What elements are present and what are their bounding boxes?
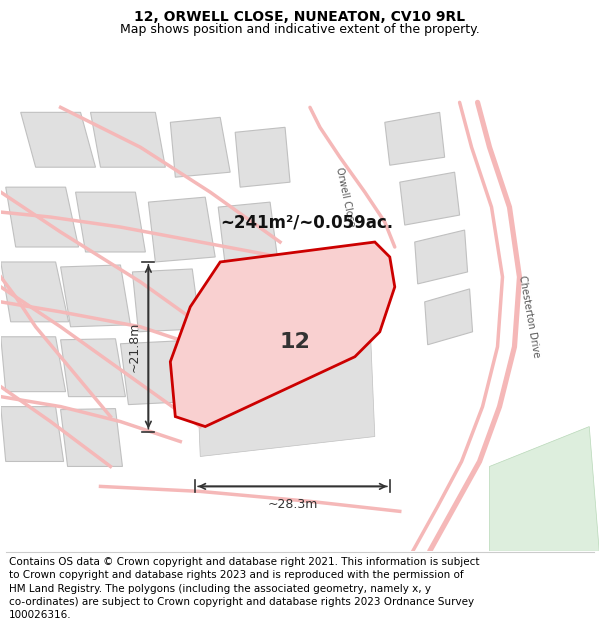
Polygon shape xyxy=(6,187,79,247)
Text: Map shows position and indicative extent of the property.: Map shows position and indicative extent… xyxy=(120,22,480,36)
Polygon shape xyxy=(61,339,125,397)
Polygon shape xyxy=(490,426,599,551)
Polygon shape xyxy=(170,242,395,426)
Polygon shape xyxy=(20,112,95,168)
Polygon shape xyxy=(425,289,473,345)
Polygon shape xyxy=(121,341,188,404)
Polygon shape xyxy=(1,337,65,392)
Polygon shape xyxy=(61,265,130,327)
Polygon shape xyxy=(218,202,278,265)
Text: Contains OS data © Crown copyright and database right 2021. This information is : Contains OS data © Crown copyright and d… xyxy=(9,557,479,620)
Text: ~28.3m: ~28.3m xyxy=(268,498,318,511)
Polygon shape xyxy=(61,409,122,466)
Text: Orwell Close: Orwell Close xyxy=(334,166,356,228)
Polygon shape xyxy=(415,230,467,284)
Polygon shape xyxy=(1,407,64,461)
Polygon shape xyxy=(76,192,145,252)
Polygon shape xyxy=(148,197,215,262)
Polygon shape xyxy=(235,127,290,187)
Text: ~21.8m: ~21.8m xyxy=(127,322,140,372)
Text: 12, ORWELL CLOSE, NUNEATON, CV10 9RL: 12, ORWELL CLOSE, NUNEATON, CV10 9RL xyxy=(134,11,466,24)
Polygon shape xyxy=(1,262,68,322)
Polygon shape xyxy=(133,269,200,332)
Polygon shape xyxy=(195,317,375,456)
Polygon shape xyxy=(400,173,460,225)
Polygon shape xyxy=(385,112,445,165)
Text: 12: 12 xyxy=(280,332,310,352)
Polygon shape xyxy=(91,112,166,168)
Text: ~241m²/~0.059ac.: ~241m²/~0.059ac. xyxy=(220,213,394,231)
Polygon shape xyxy=(170,118,230,177)
Text: Chesterton Drive: Chesterton Drive xyxy=(517,275,542,359)
